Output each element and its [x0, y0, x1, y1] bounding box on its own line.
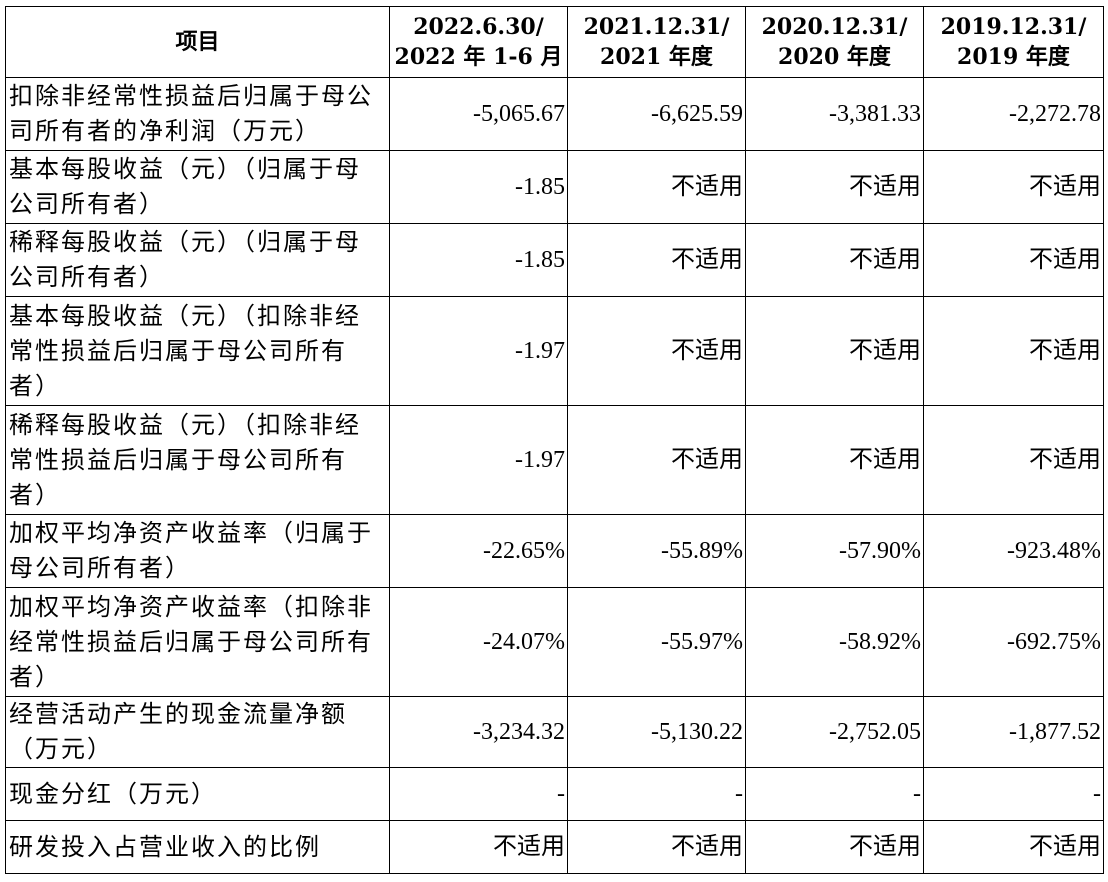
cell-value: -24.07% — [389, 587, 568, 697]
cell-value: 不适用 — [923, 150, 1104, 224]
table-row: 基本每股收益（元）（扣除非经常性损益后归属于母公司所有者） -1.97 不适用 … — [5, 296, 1104, 406]
header-period-date: 2019.12.31/ — [940, 14, 1087, 40]
table-row: 加权平均净资产收益率（扣除非经常性损益后归属于母公司所有者） -24.07% -… — [5, 587, 1104, 697]
cell-value: -55.89% — [567, 514, 746, 588]
row-label: 现金分红（万元） — [5, 767, 390, 821]
cell-value: -3,234.32 — [389, 696, 568, 768]
cell-value: -1.97 — [389, 296, 568, 406]
cell-value: -3,381.33 — [745, 77, 924, 151]
header-period-2022h1: 2022.6.30/ 2022 年 1-6 月 — [389, 6, 568, 78]
cell-value: - — [567, 767, 746, 821]
cell-value: -5,130.22 — [567, 696, 746, 768]
financial-indicators-table: 项目 2022.6.30/ 2022 年 1-6 月 2021.12.31/ 2… — [5, 6, 1104, 874]
cell-value: 不适用 — [567, 296, 746, 406]
header-period-date: 2020.12.31/ — [761, 14, 908, 40]
cell-value: - — [745, 767, 924, 821]
header-period-label: 2022 年 1-6 月 — [394, 44, 563, 70]
row-label: 加权平均净资产收益率（归属于母公司所有者） — [5, 514, 390, 588]
row-label: 加权平均净资产收益率（扣除非经常性损益后归属于母公司所有者） — [5, 587, 390, 697]
cell-value: -1.97 — [389, 405, 568, 515]
cell-value: -2,272.78 — [923, 77, 1104, 151]
cell-value: -55.97% — [567, 587, 746, 697]
cell-value: 不适用 — [567, 405, 746, 515]
row-label: 研发投入占营业收入的比例 — [5, 820, 390, 874]
cell-value: 不适用 — [923, 820, 1104, 874]
cell-value: -1.85 — [389, 223, 568, 297]
cell-value: -57.90% — [745, 514, 924, 588]
cell-value: -6,625.59 — [567, 77, 746, 151]
cell-value: 不适用 — [923, 296, 1104, 406]
cell-value: -58.92% — [745, 587, 924, 697]
cell-value: - — [923, 767, 1104, 821]
cell-value: -1,877.52 — [923, 696, 1104, 768]
cell-value: 不适用 — [745, 150, 924, 224]
table-row: 经营活动产生的现金流量净额（万元） -3,234.32 -5,130.22 -2… — [5, 696, 1104, 768]
cell-value: - — [389, 767, 568, 821]
cell-value: 不适用 — [745, 405, 924, 515]
header-item: 项目 — [5, 6, 390, 78]
cell-value: 不适用 — [923, 405, 1104, 515]
header-period-label: 2020 年度 — [778, 44, 891, 70]
header-period-2021: 2021.12.31/ 2021 年度 — [567, 6, 746, 78]
cell-value: -692.75% — [923, 587, 1104, 697]
table-row: 扣除非经常性损益后归属于母公司所有者的净利润（万元） -5,065.67 -6,… — [5, 77, 1104, 151]
cell-value: 不适用 — [745, 296, 924, 406]
header-period-2020: 2020.12.31/ 2020 年度 — [745, 6, 924, 78]
row-label: 扣除非经常性损益后归属于母公司所有者的净利润（万元） — [5, 77, 390, 151]
table-row: 基本每股收益（元）（归属于母公司所有者） -1.85 不适用 不适用 不适用 — [5, 150, 1104, 224]
header-period-2019: 2019.12.31/ 2019 年度 — [923, 6, 1104, 78]
table-row: 研发投入占营业收入的比例 不适用 不适用 不适用 不适用 — [5, 820, 1104, 874]
table-row: 稀释每股收益（元）（归属于母公司所有者） -1.85 不适用 不适用 不适用 — [5, 223, 1104, 297]
cell-value: -2,752.05 — [745, 696, 924, 768]
table-row: 加权平均净资产收益率（归属于母公司所有者） -22.65% -55.89% -5… — [5, 514, 1104, 588]
row-label: 经营活动产生的现金流量净额（万元） — [5, 696, 390, 768]
cell-value: 不适用 — [567, 820, 746, 874]
cell-value: 不适用 — [567, 223, 746, 297]
row-label: 基本每股收益（元）（扣除非经常性损益后归属于母公司所有者） — [5, 296, 390, 406]
header-period-label: 2019 年度 — [957, 44, 1070, 70]
header-item-text: 项目 — [175, 29, 220, 55]
cell-value: 不适用 — [389, 820, 568, 874]
table-row: 现金分红（万元） - - - - — [5, 767, 1104, 821]
cell-value: -5,065.67 — [389, 77, 568, 151]
header-row: 项目 2022.6.30/ 2022 年 1-6 月 2021.12.31/ 2… — [5, 6, 1104, 78]
table-row: 稀释每股收益（元）（扣除非经常性损益后归属于母公司所有者） -1.97 不适用 … — [5, 405, 1104, 515]
header-period-label: 2021 年度 — [600, 44, 713, 70]
cell-value: -22.65% — [389, 514, 568, 588]
cell-value: 不适用 — [745, 223, 924, 297]
row-label: 基本每股收益（元）（归属于母公司所有者） — [5, 150, 390, 224]
header-period-date: 2022.6.30/ — [413, 14, 544, 40]
cell-value: 不适用 — [567, 150, 746, 224]
cell-value: -923.48% — [923, 514, 1104, 588]
cell-value: -1.85 — [389, 150, 568, 224]
row-label: 稀释每股收益（元）（扣除非经常性损益后归属于母公司所有者） — [5, 405, 390, 515]
header-period-date: 2021.12.31/ — [583, 14, 730, 40]
row-label: 稀释每股收益（元）（归属于母公司所有者） — [5, 223, 390, 297]
cell-value: 不适用 — [745, 820, 924, 874]
cell-value: 不适用 — [923, 223, 1104, 297]
